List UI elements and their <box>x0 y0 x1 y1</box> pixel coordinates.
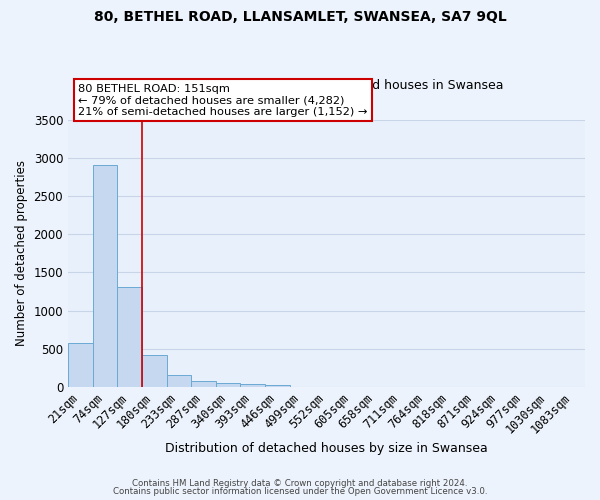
Bar <box>191 381 216 387</box>
Bar <box>216 383 241 387</box>
X-axis label: Distribution of detached houses by size in Swansea: Distribution of detached houses by size … <box>165 442 488 455</box>
Text: 80 BETHEL ROAD: 151sqm
← 79% of detached houses are smaller (4,282)
21% of semi-: 80 BETHEL ROAD: 151sqm ← 79% of detached… <box>79 84 368 117</box>
Bar <box>142 355 167 387</box>
Title: Size of property relative to detached houses in Swansea: Size of property relative to detached ho… <box>150 79 503 92</box>
Bar <box>241 384 265 387</box>
Text: 80, BETHEL ROAD, LLANSAMLET, SWANSEA, SA7 9QL: 80, BETHEL ROAD, LLANSAMLET, SWANSEA, SA… <box>94 10 506 24</box>
Bar <box>92 166 117 387</box>
Y-axis label: Number of detached properties: Number of detached properties <box>15 160 28 346</box>
Bar <box>68 343 92 387</box>
Bar <box>265 385 290 387</box>
Text: Contains HM Land Registry data © Crown copyright and database right 2024.: Contains HM Land Registry data © Crown c… <box>132 478 468 488</box>
Text: Contains public sector information licensed under the Open Government Licence v3: Contains public sector information licen… <box>113 487 487 496</box>
Bar <box>117 287 142 387</box>
Bar <box>167 376 191 387</box>
